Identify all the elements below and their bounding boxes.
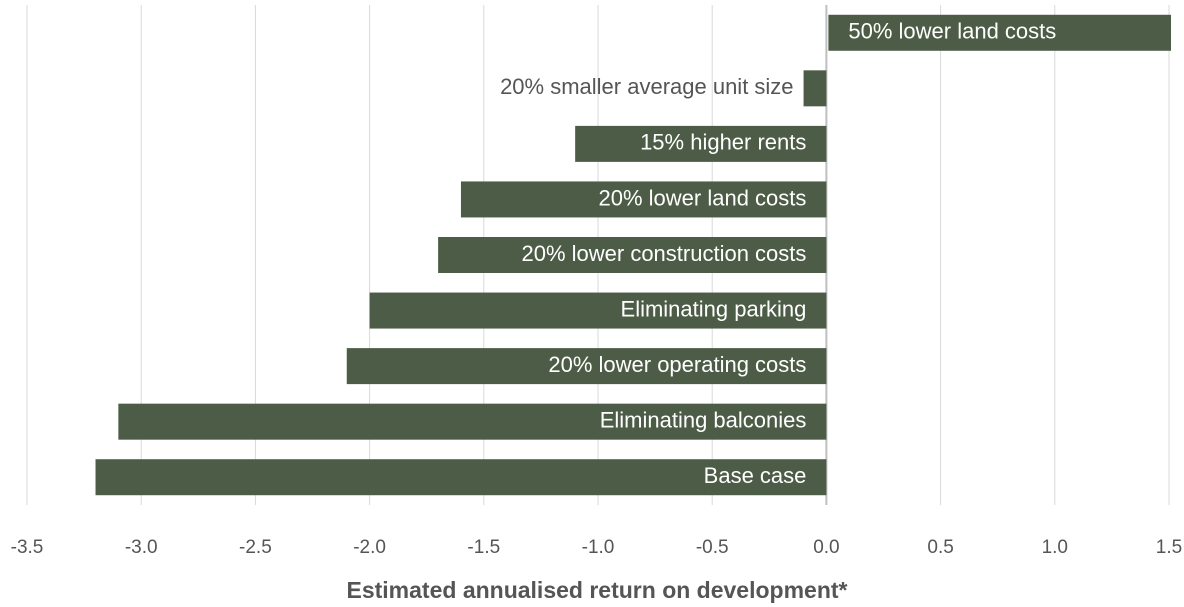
x-tick-label: 0.0 [813,537,839,558]
category-label: Eliminating parking [621,296,807,321]
category-label: Base case [704,463,807,488]
category-label: 15% higher rents [640,130,806,155]
x-axis-title: Estimated annualised return on developme… [347,577,848,603]
x-tick-label: -2.0 [353,537,386,558]
bar [803,70,827,107]
x-tick-label: 0.5 [927,537,953,558]
category-label: 20% lower land costs [599,185,807,210]
bar [95,459,827,496]
x-tick-label: -2.5 [239,537,272,558]
x-tick-label: 1.5 [1156,537,1182,558]
x-tick-label: 1.0 [1042,537,1068,558]
bar [460,181,827,218]
bar [828,14,1171,51]
bar [118,403,827,440]
bar [369,292,827,329]
category-label: 50% lower land costs [848,19,1056,44]
category-label: 20% lower operating costs [548,352,806,377]
bar [438,237,827,273]
category-label: Eliminating balconies [600,407,807,432]
x-tick-label: -0.5 [696,537,729,558]
x-tick-label: -3.5 [11,537,44,558]
x-tick-label: -1.5 [467,537,500,558]
x-tick-label: -1.0 [582,537,615,558]
category-label: 20% lower construction costs [521,241,806,266]
bar [346,348,827,385]
bar [575,125,827,162]
x-tick-label: -3.0 [125,537,158,558]
category-label: 20% smaller average unit size [500,74,793,99]
